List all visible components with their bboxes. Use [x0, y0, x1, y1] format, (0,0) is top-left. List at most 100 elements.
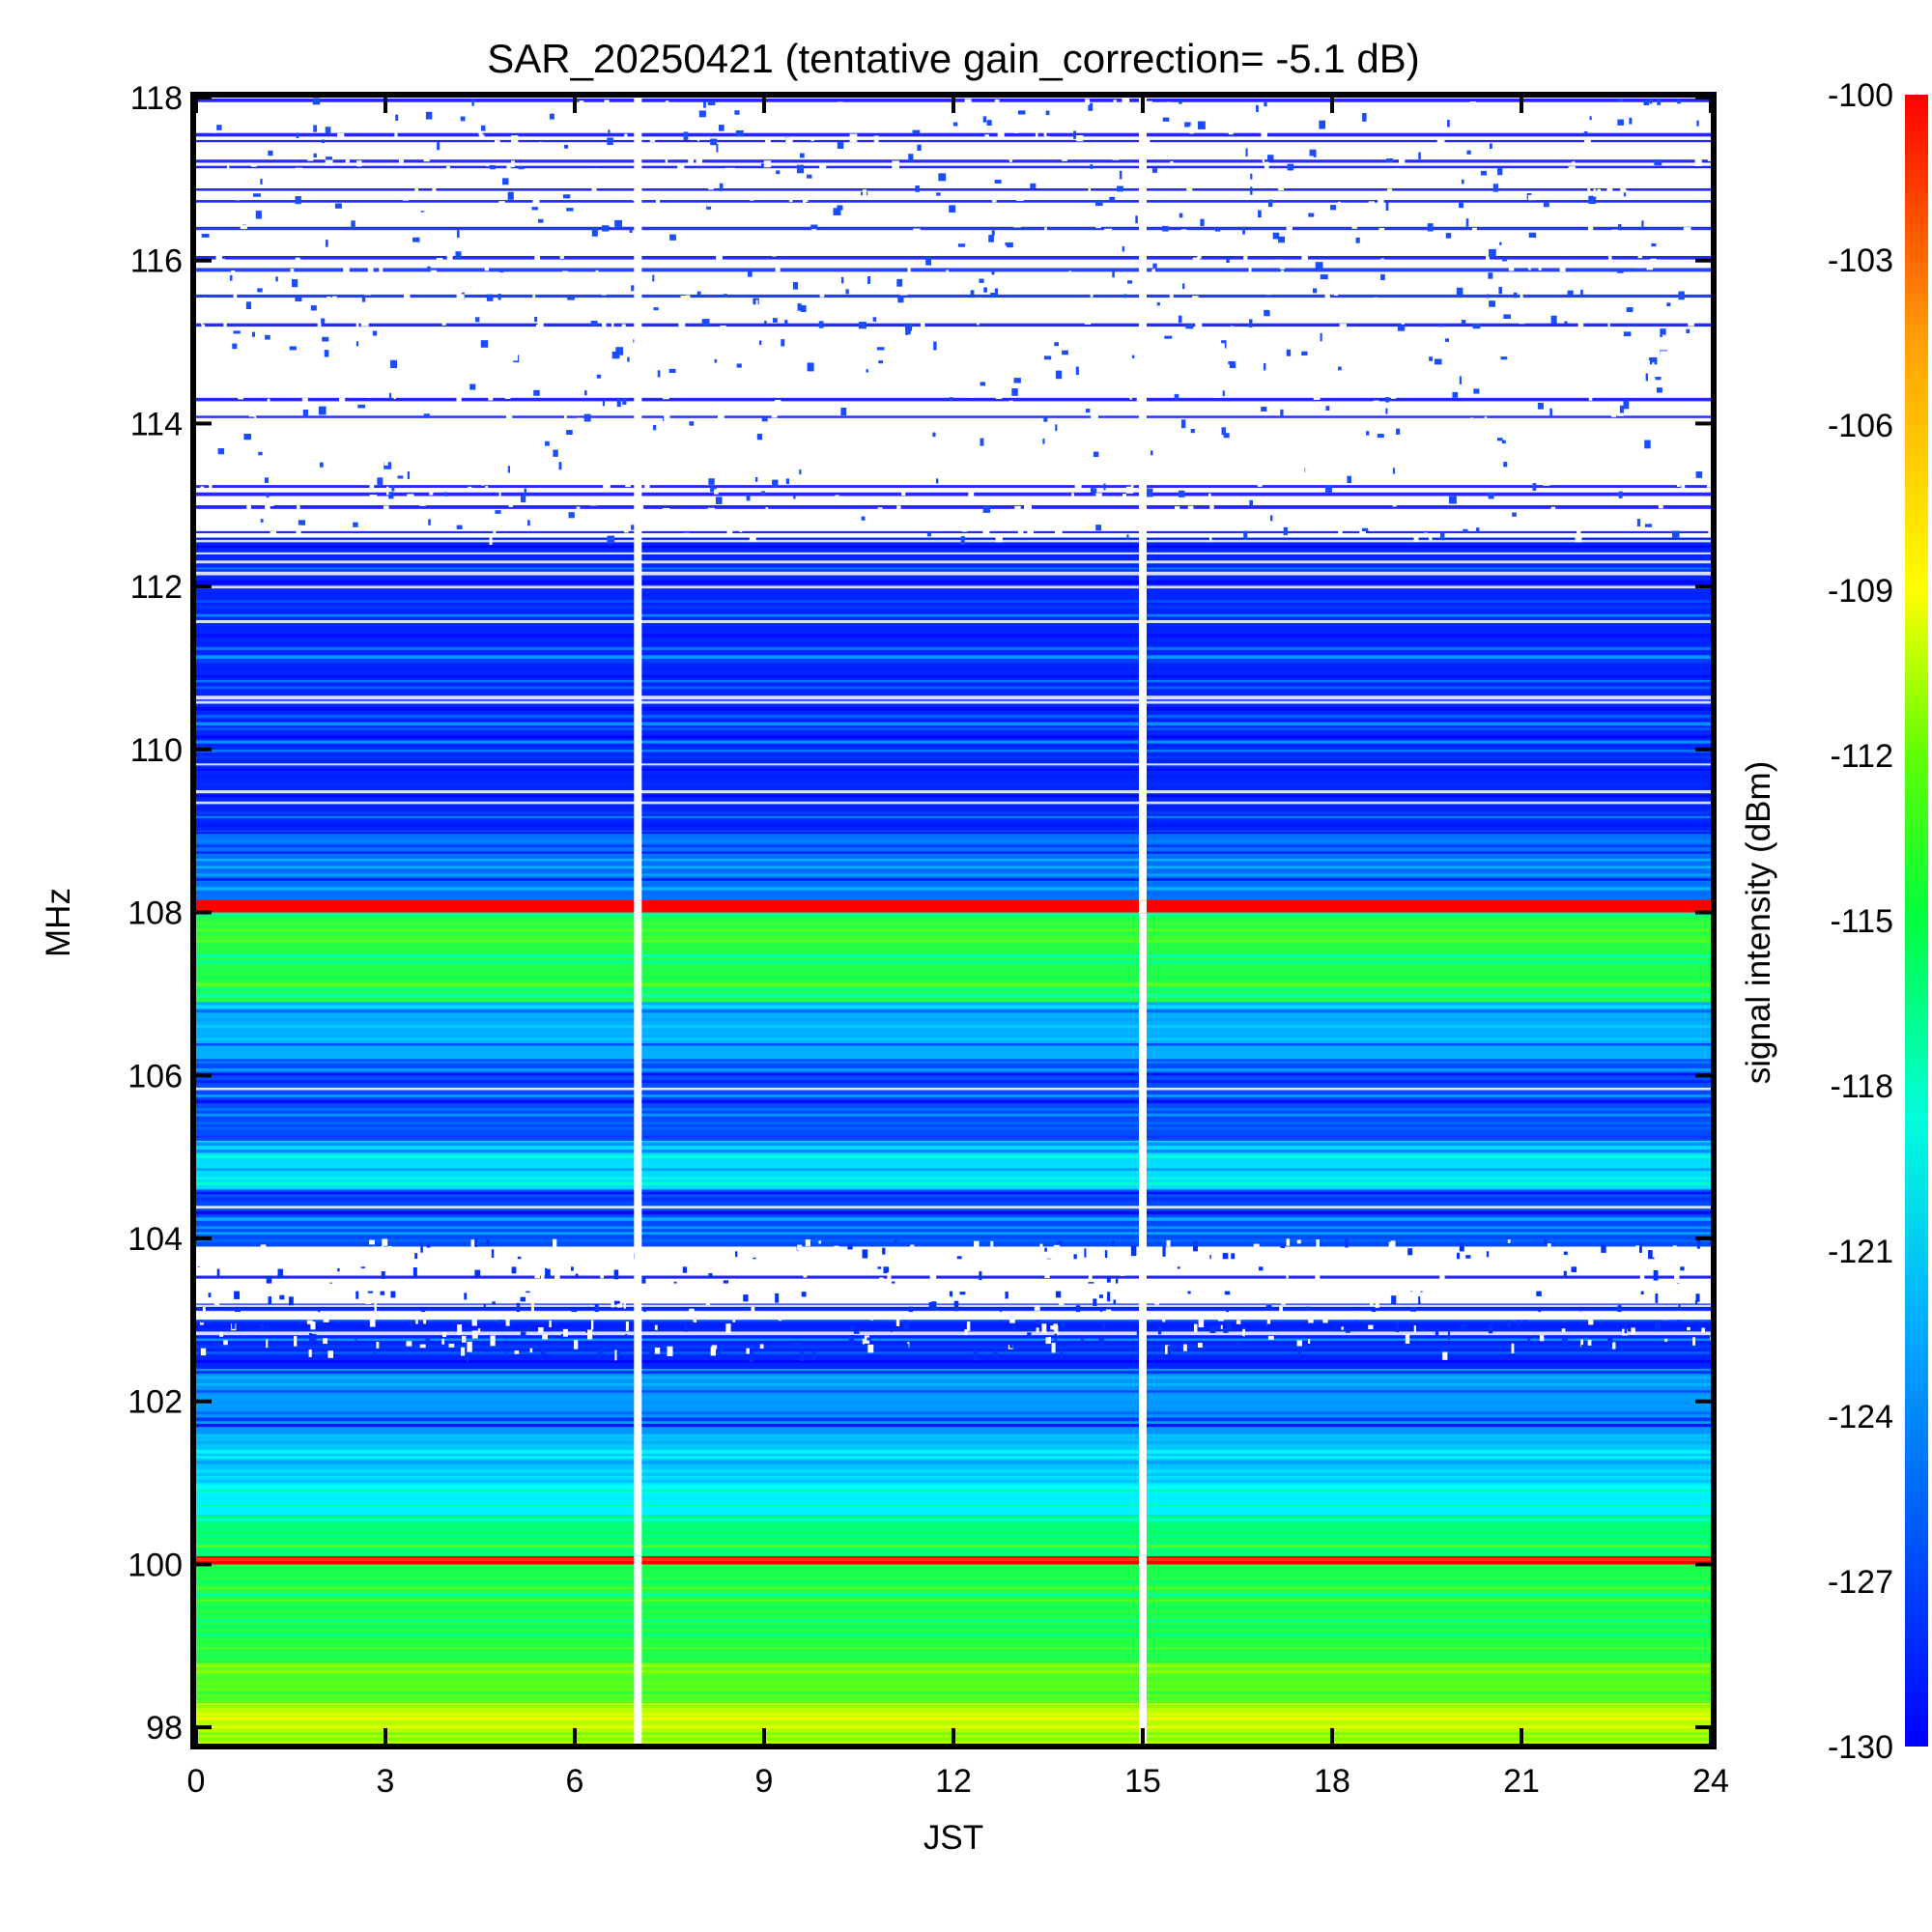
noise-mark [1485, 422, 1491, 430]
noise-mark [649, 137, 656, 142]
band-stripe [196, 1647, 1711, 1650]
noise-mark [1470, 300, 1476, 307]
noise-mark [1013, 330, 1019, 335]
noise-mark [1300, 150, 1307, 156]
noise-mark [1151, 450, 1153, 456]
noise-mark [1601, 1244, 1606, 1253]
noise-mark [1325, 485, 1332, 494]
noise-mark [1107, 1292, 1111, 1302]
noise-mark [325, 127, 331, 134]
noise-mark [306, 1320, 313, 1324]
noise-mark [394, 130, 398, 138]
noise-mark [231, 113, 238, 122]
noise-mark [1536, 474, 1541, 482]
band-stripe [196, 686, 1711, 690]
noise-mark [415, 1319, 418, 1324]
noise-mark [1538, 1309, 1542, 1315]
noise-mark [711, 1345, 718, 1350]
band-stripe [196, 948, 1711, 952]
noise-mark [849, 1325, 855, 1330]
noise-mark [233, 330, 241, 334]
noise-mark [735, 328, 742, 333]
noise-mark [1560, 121, 1564, 128]
noise-mark [707, 507, 715, 512]
band-stripe [196, 1043, 1711, 1046]
noise-mark [961, 528, 968, 532]
noise-mark [781, 145, 788, 153]
noise-mark [1366, 431, 1370, 436]
band-stripe [196, 1670, 1711, 1673]
noise-mark [1611, 213, 1619, 216]
noise-mark [527, 520, 530, 526]
noise-mark [1448, 374, 1456, 378]
noise-mark [1420, 277, 1428, 282]
noise-mark [1161, 455, 1167, 463]
noise-mark [1650, 258, 1657, 268]
band-stripe [196, 1411, 1711, 1415]
band-stripe [196, 1390, 1711, 1393]
noise-mark [444, 492, 447, 497]
band-stripe [196, 1304, 1711, 1307]
noise-mark [611, 322, 614, 330]
band-stripe [196, 755, 1711, 758]
noise-mark [505, 1347, 508, 1356]
noise-mark [361, 295, 366, 302]
noise-mark [847, 1243, 853, 1250]
noise-mark [789, 195, 793, 203]
noise-mark [1692, 1337, 1696, 1346]
band-stripe [196, 560, 1711, 564]
noise-mark [1151, 269, 1155, 273]
noise-mark [340, 474, 345, 483]
noise-mark [1447, 384, 1455, 392]
noise-mark [849, 133, 858, 143]
noise-mark [507, 191, 514, 200]
noise-mark [1289, 338, 1294, 347]
noise-mark [573, 412, 581, 416]
noise-mark [327, 303, 334, 313]
noise-mark [213, 1301, 220, 1306]
noise-mark [1153, 191, 1158, 199]
band-stripe [196, 901, 1711, 905]
band-stripe [196, 1296, 1711, 1300]
noise-mark [1538, 263, 1542, 270]
noise-mark [529, 1348, 533, 1353]
noise-mark [616, 1350, 621, 1357]
noise-mark [289, 461, 297, 467]
noise-mark [900, 237, 906, 244]
noise-mark [1407, 1248, 1413, 1256]
noise-mark [279, 1294, 285, 1300]
noise-mark [1447, 246, 1453, 254]
noise-mark [735, 1251, 738, 1258]
noise-mark [1035, 130, 1038, 137]
noise-mark [1611, 412, 1617, 417]
noise-mark [746, 1348, 751, 1354]
noise-mark [1513, 292, 1518, 298]
noise-mark [1131, 355, 1135, 358]
noise-mark [963, 211, 972, 220]
noise-mark [993, 1350, 998, 1358]
noise-mark [216, 118, 222, 126]
noise-mark [390, 1288, 396, 1298]
white-band-line [196, 1283, 1711, 1292]
noise-mark [367, 390, 372, 398]
band-stripe [196, 465, 1711, 469]
noise-mark [503, 1248, 507, 1254]
noise-mark [1245, 339, 1251, 348]
noise-mark [231, 270, 236, 275]
noise-mark [1330, 205, 1337, 211]
noise-mark [566, 208, 574, 212]
y-tick-label: 108 [128, 895, 183, 932]
noise-mark [1020, 353, 1029, 362]
noise-mark [1192, 296, 1199, 303]
noise-mark [862, 447, 867, 452]
band-stripe [196, 390, 1711, 394]
noise-mark [1104, 228, 1113, 238]
band-stripe [196, 289, 1711, 293]
noise-mark [542, 336, 547, 341]
noise-mark [1098, 1336, 1105, 1348]
noise-mark [339, 397, 346, 403]
noise-mark [199, 1321, 204, 1325]
noise-mark [1432, 263, 1436, 267]
noise-mark [1236, 327, 1243, 331]
